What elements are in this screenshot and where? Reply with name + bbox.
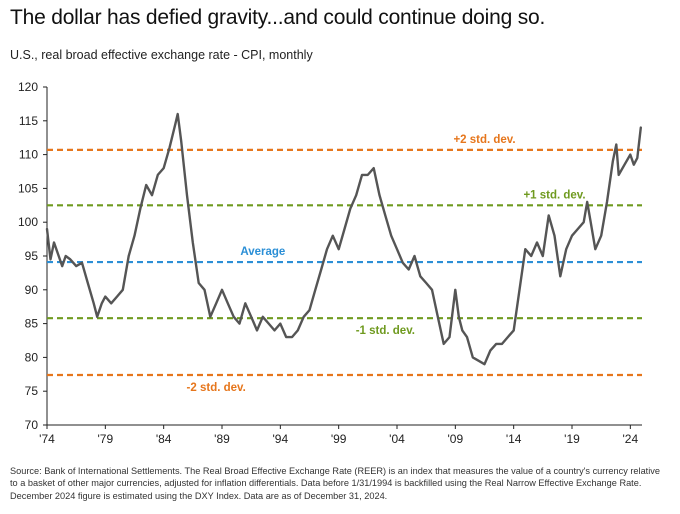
x-tick-label: '94 <box>273 432 289 446</box>
y-tick-label: 85 <box>25 317 39 331</box>
x-tick-label: '24 <box>623 432 639 446</box>
y-tick-label: 120 <box>18 80 38 94</box>
y-tick-label: 75 <box>25 384 39 398</box>
x-tick-label: '14 <box>506 432 522 446</box>
reference-line-label: +2 std. dev. <box>453 134 515 146</box>
x-tick-label: '04 <box>389 432 405 446</box>
x-tick-label: '89 <box>214 432 230 446</box>
y-tick-label: 110 <box>19 148 38 162</box>
x-tick-label: '99 <box>331 432 347 446</box>
reference-line-label: +1 std. dev. <box>523 189 585 201</box>
x-tick-label: '19 <box>564 432 580 446</box>
y-tick-label: 115 <box>19 114 38 128</box>
chart-subtitle: U.S., real broad effective exchange rate… <box>10 48 313 62</box>
chart-title: The dollar has defied gravity...and coul… <box>10 6 546 29</box>
x-tick-label: '09 <box>448 432 464 446</box>
reer-series-line <box>45 112 642 366</box>
x-tick-label: '74 <box>39 432 55 446</box>
y-tick-label: 80 <box>25 350 39 364</box>
x-tick-label: '79 <box>98 432 114 446</box>
y-tick-label: 90 <box>25 283 39 297</box>
reference-line-label: Average <box>240 246 285 258</box>
x-tick-label: '84 <box>156 432 172 446</box>
y-tick-label: 100 <box>18 215 38 229</box>
y-tick-label: 70 <box>25 418 39 432</box>
y-tick-label: 95 <box>25 249 39 263</box>
reference-line-label: -1 std. dev. <box>356 325 415 337</box>
exchange-rate-chart: +2 std. dev. +1 std. dev. Average -1 std. d… <box>18 80 642 446</box>
y-tick-label: 105 <box>18 181 38 195</box>
source-note: Source: Bank of International Settlement… <box>10 466 660 501</box>
reference-line-label: -2 std. dev. <box>187 382 246 394</box>
